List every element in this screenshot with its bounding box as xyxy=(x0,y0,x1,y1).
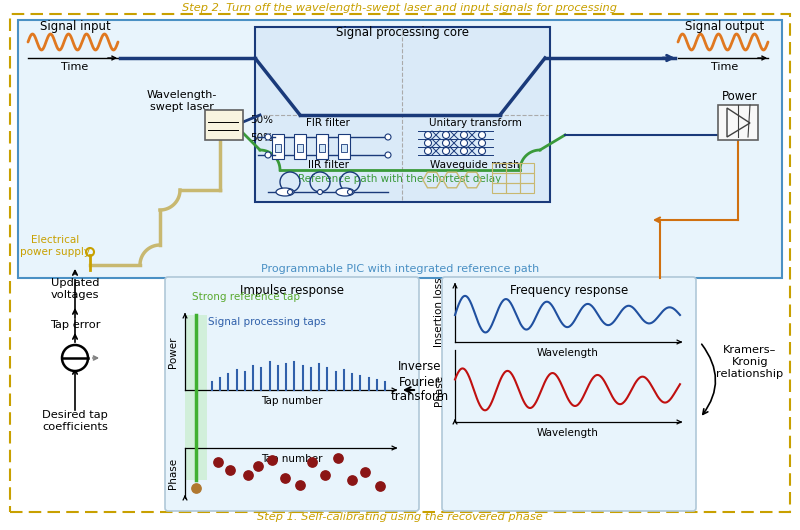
Bar xyxy=(272,134,284,159)
FancyBboxPatch shape xyxy=(442,277,696,511)
Text: Frequency response: Frequency response xyxy=(510,284,628,297)
Circle shape xyxy=(461,139,467,146)
Text: Signal processing taps: Signal processing taps xyxy=(208,317,326,327)
Circle shape xyxy=(442,147,450,155)
Text: Time: Time xyxy=(711,62,738,72)
Bar xyxy=(506,183,520,193)
Text: Tap number: Tap number xyxy=(262,454,322,464)
Point xyxy=(318,471,331,479)
Circle shape xyxy=(265,134,271,140)
Text: Reference path with the shortest delay: Reference path with the shortest delay xyxy=(298,174,502,184)
Ellipse shape xyxy=(336,188,354,196)
Circle shape xyxy=(425,139,431,146)
Bar xyxy=(520,183,534,193)
Text: Wavelength: Wavelength xyxy=(537,428,599,438)
Text: Electrical
power supply: Electrical power supply xyxy=(20,235,90,257)
Point xyxy=(224,466,237,474)
Bar xyxy=(520,173,534,183)
Text: 50%: 50% xyxy=(250,133,273,143)
Circle shape xyxy=(265,152,271,158)
Text: Tap error: Tap error xyxy=(50,320,100,330)
Circle shape xyxy=(461,131,467,138)
Text: Wavelength-
swept laser: Wavelength- swept laser xyxy=(147,90,217,112)
Circle shape xyxy=(425,131,431,138)
Text: Signal processing core: Signal processing core xyxy=(335,26,469,39)
Text: Programmable PIC with integrated reference path: Programmable PIC with integrated referen… xyxy=(261,264,539,274)
Text: Unitary transform: Unitary transform xyxy=(429,118,522,128)
Point xyxy=(211,458,224,466)
Bar xyxy=(297,144,303,152)
Point xyxy=(278,474,291,482)
Circle shape xyxy=(425,147,431,155)
Circle shape xyxy=(287,190,293,195)
Bar xyxy=(718,105,758,140)
Circle shape xyxy=(385,134,391,140)
Point xyxy=(242,471,254,479)
Text: Tap number: Tap number xyxy=(262,396,322,406)
Text: IIR filter: IIR filter xyxy=(307,160,349,170)
Ellipse shape xyxy=(276,188,294,196)
Bar xyxy=(275,144,281,152)
Text: Impulse response: Impulse response xyxy=(240,284,344,297)
Bar xyxy=(18,20,782,278)
Circle shape xyxy=(478,139,486,146)
Point xyxy=(358,468,371,476)
Text: 50%: 50% xyxy=(250,115,273,125)
Bar xyxy=(255,27,550,202)
Bar xyxy=(338,134,350,159)
FancyBboxPatch shape xyxy=(165,277,419,511)
Text: Time: Time xyxy=(62,62,89,72)
Text: Kramers–
Kronig
relationship: Kramers– Kronig relationship xyxy=(716,346,784,378)
Bar xyxy=(492,173,506,183)
Text: Insertion loss: Insertion loss xyxy=(434,277,444,347)
Text: Step 1. Self-calibrating using the recovered phase: Step 1. Self-calibrating using the recov… xyxy=(257,512,543,522)
Bar xyxy=(492,183,506,193)
Text: Waveguide mesh: Waveguide mesh xyxy=(430,160,520,170)
Point xyxy=(266,456,278,464)
Bar xyxy=(185,315,207,480)
Text: Phase: Phase xyxy=(434,374,444,405)
Bar xyxy=(205,110,243,140)
Text: Power: Power xyxy=(168,336,178,368)
Point xyxy=(346,476,358,484)
Circle shape xyxy=(478,147,486,155)
Point xyxy=(190,484,202,492)
Text: Wavelength: Wavelength xyxy=(537,348,599,358)
Text: Signal input: Signal input xyxy=(40,20,110,33)
Text: Step 2. Turn off the wavelength-swept laser and input signals for processing: Step 2. Turn off the wavelength-swept la… xyxy=(182,3,618,13)
Bar xyxy=(506,173,520,183)
Bar xyxy=(520,163,534,173)
Text: Signal output: Signal output xyxy=(686,20,765,33)
Circle shape xyxy=(347,190,353,195)
Text: Desired tap
coefficients: Desired tap coefficients xyxy=(42,410,108,431)
Circle shape xyxy=(442,131,450,138)
Bar xyxy=(492,163,506,173)
Bar xyxy=(341,144,347,152)
Bar xyxy=(316,134,328,159)
Point xyxy=(294,481,306,489)
Circle shape xyxy=(478,131,486,138)
Text: Strong reference tap: Strong reference tap xyxy=(192,292,300,302)
Text: Inverse
Fourier
transform: Inverse Fourier transform xyxy=(391,360,449,403)
Text: Phase: Phase xyxy=(168,457,178,489)
Bar xyxy=(319,144,325,152)
Point xyxy=(374,482,386,490)
Circle shape xyxy=(62,345,88,371)
Circle shape xyxy=(461,147,467,155)
Point xyxy=(331,454,344,462)
Circle shape xyxy=(442,139,450,146)
Text: Updated
voltages: Updated voltages xyxy=(50,278,99,299)
Bar xyxy=(294,134,306,159)
Circle shape xyxy=(385,152,391,158)
Point xyxy=(251,462,264,470)
Point xyxy=(306,458,318,466)
Text: FIR filter: FIR filter xyxy=(306,118,350,128)
Circle shape xyxy=(318,190,322,195)
Bar xyxy=(506,163,520,173)
Text: Power
meter: Power meter xyxy=(722,90,758,118)
